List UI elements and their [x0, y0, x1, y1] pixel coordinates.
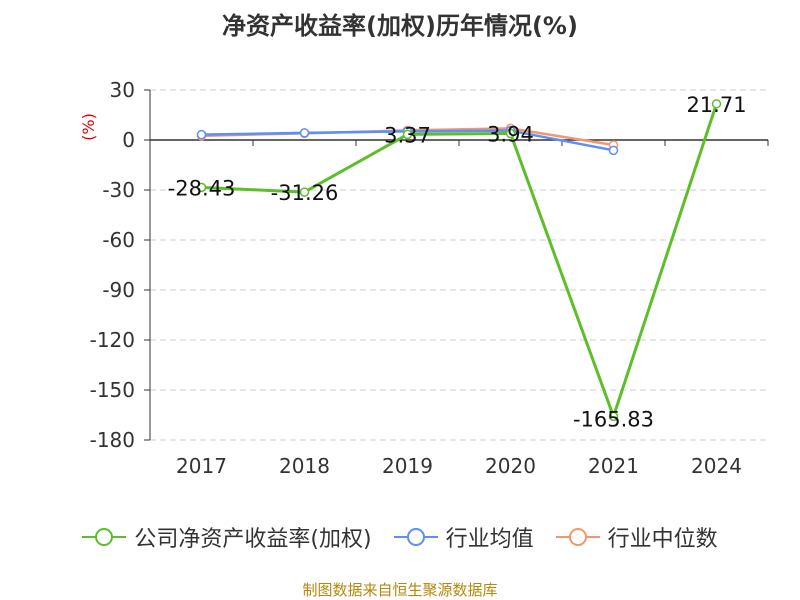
data-point-1 [196, 129, 207, 140]
data-point-1 [608, 145, 619, 156]
data-point-0 [402, 129, 413, 140]
y-tick-label: 0 [122, 128, 135, 152]
data-point-0 [299, 187, 310, 197]
y-tick-label: -90 [102, 278, 135, 302]
data-label: 21.71 [686, 93, 746, 117]
data-label: -31.26 [271, 181, 339, 205]
chart-legend: 公司净资产收益率(加权) 行业均值 行业中位数 [0, 521, 800, 553]
x-tick-label: 2018 [279, 454, 330, 478]
y-tick-label: -120 [90, 328, 135, 352]
data-label: -28.43 [168, 176, 236, 200]
source-note: 制图数据来自恒生聚源数据库 [302, 581, 498, 599]
data-label: -165.83 [573, 407, 654, 431]
legend-label-industry-median: 行业中位数 [607, 527, 718, 552]
data-point-0 [608, 411, 619, 422]
legend-label-industry-mean: 行业均值 [445, 527, 534, 552]
y-axis-label: (%) [79, 113, 98, 141]
y-tick-label: -30 [102, 178, 135, 202]
legend-item-industry-median[interactable]: 行业中位数 [555, 521, 718, 553]
x-tick-label: 2019 [382, 454, 433, 478]
y-tick-label: 30 [110, 78, 135, 102]
x-tick-label: 2021 [588, 454, 639, 478]
data-label: 3.37 [384, 123, 431, 147]
legend-line-circle-icon [555, 528, 600, 546]
y-tick-label: -60 [102, 228, 135, 252]
data-point-0 [711, 99, 722, 109]
x-tick-label: 2024 [691, 454, 742, 478]
legend-item-industry-mean[interactable]: 行业均值 [393, 521, 534, 553]
y-tick-label: -180 [90, 428, 135, 452]
data-point-1 [299, 128, 310, 138]
legend-line-circle-icon [82, 528, 127, 546]
y-tick-label: -150 [90, 378, 135, 402]
x-tick-label: 2020 [485, 454, 536, 478]
legend-line-circle-icon [393, 528, 438, 546]
series-line-0 [201, 103, 718, 418]
chart-title: 净资产收益率(加权)历年情况(%) [222, 12, 578, 40]
legend-label-company: 公司净资产收益率(加权) [134, 527, 372, 552]
data-label: 3.94 [487, 122, 534, 146]
data-point-0 [505, 128, 516, 139]
x-tick-label: 2017 [176, 454, 227, 478]
data-point-0 [196, 182, 207, 193]
legend-item-company[interactable]: 公司净资产收益率(加权) [82, 521, 372, 553]
